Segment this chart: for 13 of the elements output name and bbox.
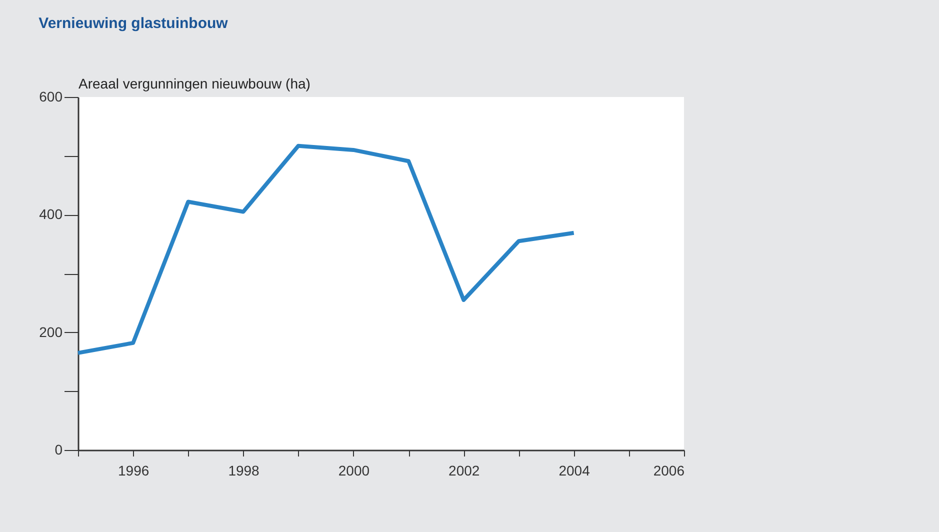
- line-series: [76, 144, 576, 355]
- y-tick-label: 200: [39, 324, 63, 340]
- y-axis-title: Areaal vergunningen nieuwbouw (ha): [78, 76, 310, 92]
- x-tick-label: 2000: [338, 462, 370, 478]
- x-tick-label: 2002: [448, 462, 480, 478]
- x-tick-label: 1998: [228, 462, 260, 478]
- x-tick-label: 1996: [118, 462, 150, 478]
- y-tick-label: 600: [39, 88, 63, 104]
- y-tick-label: 0: [54, 442, 63, 458]
- chart-title: Vernieuwing glastuinbouw: [38, 15, 228, 32]
- x-tick-label: 2006: [653, 462, 685, 478]
- y-tick-label: 400: [39, 206, 63, 222]
- x-tick-label: 2004: [558, 462, 590, 478]
